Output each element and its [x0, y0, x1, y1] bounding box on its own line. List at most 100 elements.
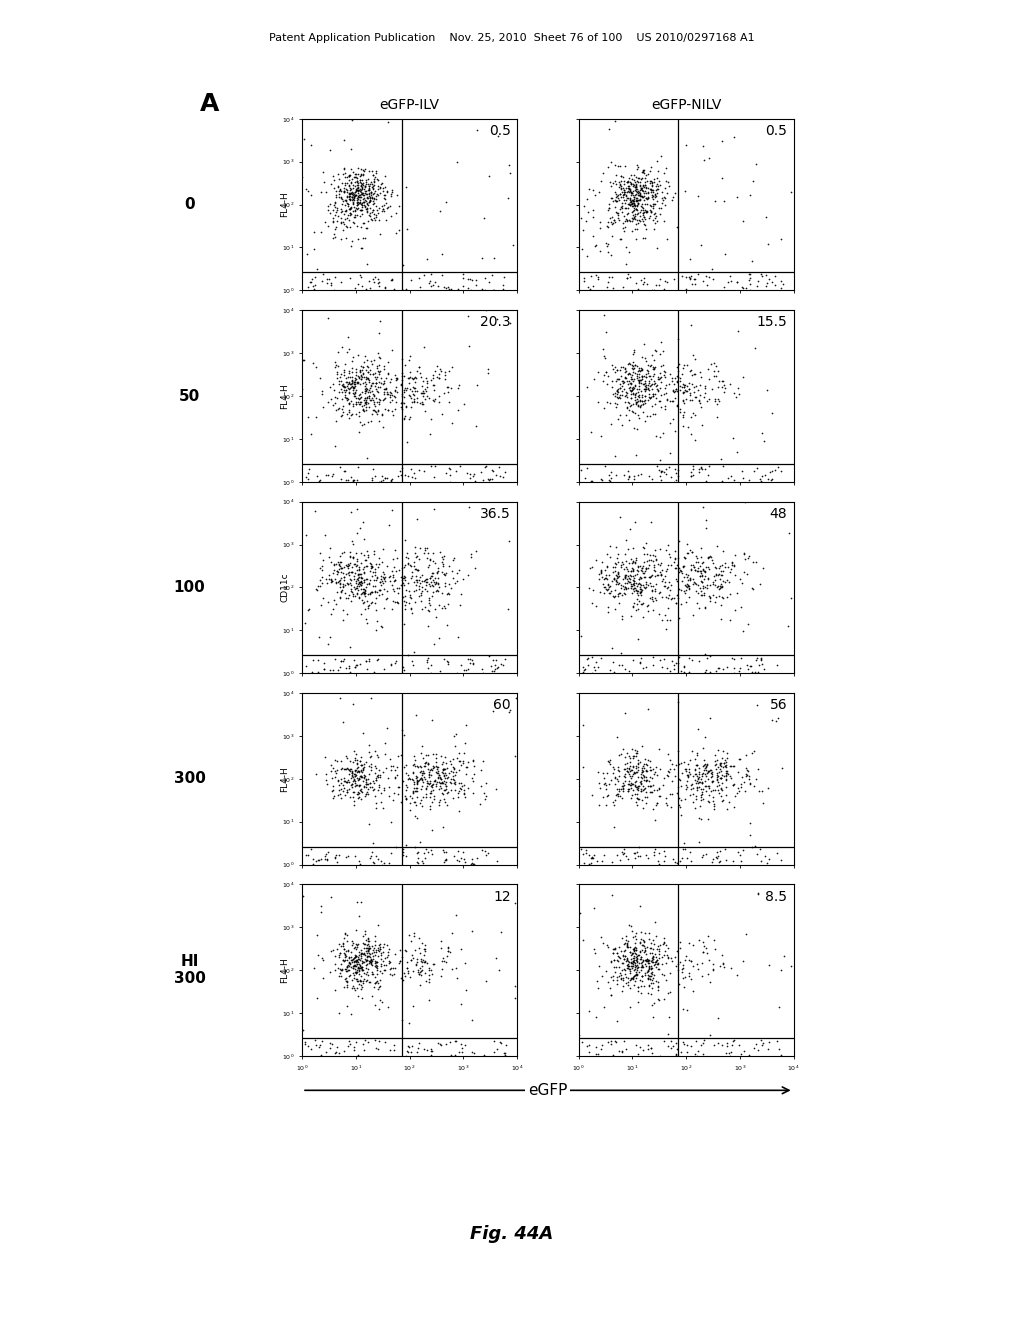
Point	[328, 216, 344, 238]
Point	[437, 562, 454, 583]
Point	[589, 970, 605, 991]
Point	[647, 207, 664, 228]
Point	[692, 565, 709, 586]
Point	[351, 366, 368, 387]
Point	[636, 334, 652, 355]
Point	[631, 359, 647, 380]
Point	[324, 273, 340, 294]
Point	[686, 378, 702, 399]
Point	[621, 198, 637, 219]
Point	[349, 970, 366, 991]
Point	[397, 1045, 414, 1067]
Point	[419, 581, 435, 602]
Point	[357, 189, 374, 210]
Point	[331, 371, 347, 392]
Point	[644, 194, 660, 215]
Point	[711, 564, 727, 585]
Point	[626, 940, 642, 961]
Point	[647, 549, 664, 570]
Point	[362, 581, 379, 602]
Point	[456, 659, 472, 680]
Point	[698, 754, 715, 775]
Point	[313, 948, 330, 969]
Point	[591, 956, 607, 977]
Point	[627, 387, 643, 408]
Point	[348, 577, 365, 598]
Point	[370, 376, 386, 397]
Point	[705, 770, 721, 791]
Point	[365, 177, 381, 198]
Point	[590, 656, 606, 677]
Point	[325, 199, 341, 220]
Point	[676, 393, 692, 414]
Point	[343, 581, 359, 602]
Point	[313, 220, 330, 242]
Point	[654, 586, 671, 607]
Point	[350, 172, 367, 193]
Point	[445, 758, 462, 779]
Point	[495, 279, 511, 300]
Point	[721, 572, 737, 593]
Point	[678, 775, 694, 796]
Point	[340, 1036, 356, 1057]
Point	[341, 1030, 357, 1051]
Point	[314, 573, 331, 594]
Point	[354, 950, 371, 972]
Point	[372, 764, 388, 785]
Point	[315, 549, 332, 570]
Point	[675, 556, 691, 577]
Point	[372, 176, 388, 197]
Point	[618, 569, 635, 590]
Point	[412, 756, 428, 777]
Point	[318, 573, 335, 594]
Point	[346, 1036, 362, 1057]
Point	[626, 574, 642, 595]
Point	[422, 783, 438, 804]
Point	[327, 760, 343, 781]
Point	[637, 168, 653, 189]
Point	[697, 780, 714, 801]
Point	[620, 561, 636, 582]
Point	[342, 760, 358, 781]
Point	[634, 162, 650, 183]
Point	[617, 211, 634, 232]
Point	[642, 937, 658, 958]
Point	[295, 1019, 311, 1040]
Point	[692, 579, 709, 601]
Point	[359, 368, 376, 389]
Point	[346, 553, 362, 574]
Point	[355, 952, 372, 973]
Point	[364, 209, 380, 230]
Point	[437, 763, 454, 784]
Point	[394, 568, 411, 589]
Point	[626, 762, 642, 783]
Point	[425, 771, 441, 792]
Point	[719, 569, 735, 590]
Point	[372, 767, 388, 788]
Point	[684, 403, 700, 424]
Point	[332, 942, 348, 964]
Point	[333, 228, 349, 249]
Point	[474, 751, 490, 772]
Point	[421, 764, 437, 785]
Point	[394, 392, 411, 413]
Point	[716, 375, 732, 396]
Point	[341, 960, 357, 981]
Point	[598, 779, 614, 800]
Point	[646, 838, 663, 859]
Point	[685, 777, 701, 799]
Point	[606, 209, 623, 230]
Point	[342, 198, 358, 219]
Point	[322, 660, 338, 681]
Point	[356, 579, 373, 601]
Point	[700, 791, 717, 812]
Point	[730, 780, 746, 801]
Point	[623, 190, 639, 211]
Point	[428, 751, 444, 772]
Point	[625, 560, 641, 581]
Point	[367, 376, 383, 397]
Point	[341, 1034, 357, 1055]
Point	[662, 962, 678, 983]
Point	[713, 768, 729, 789]
Point	[346, 795, 362, 816]
